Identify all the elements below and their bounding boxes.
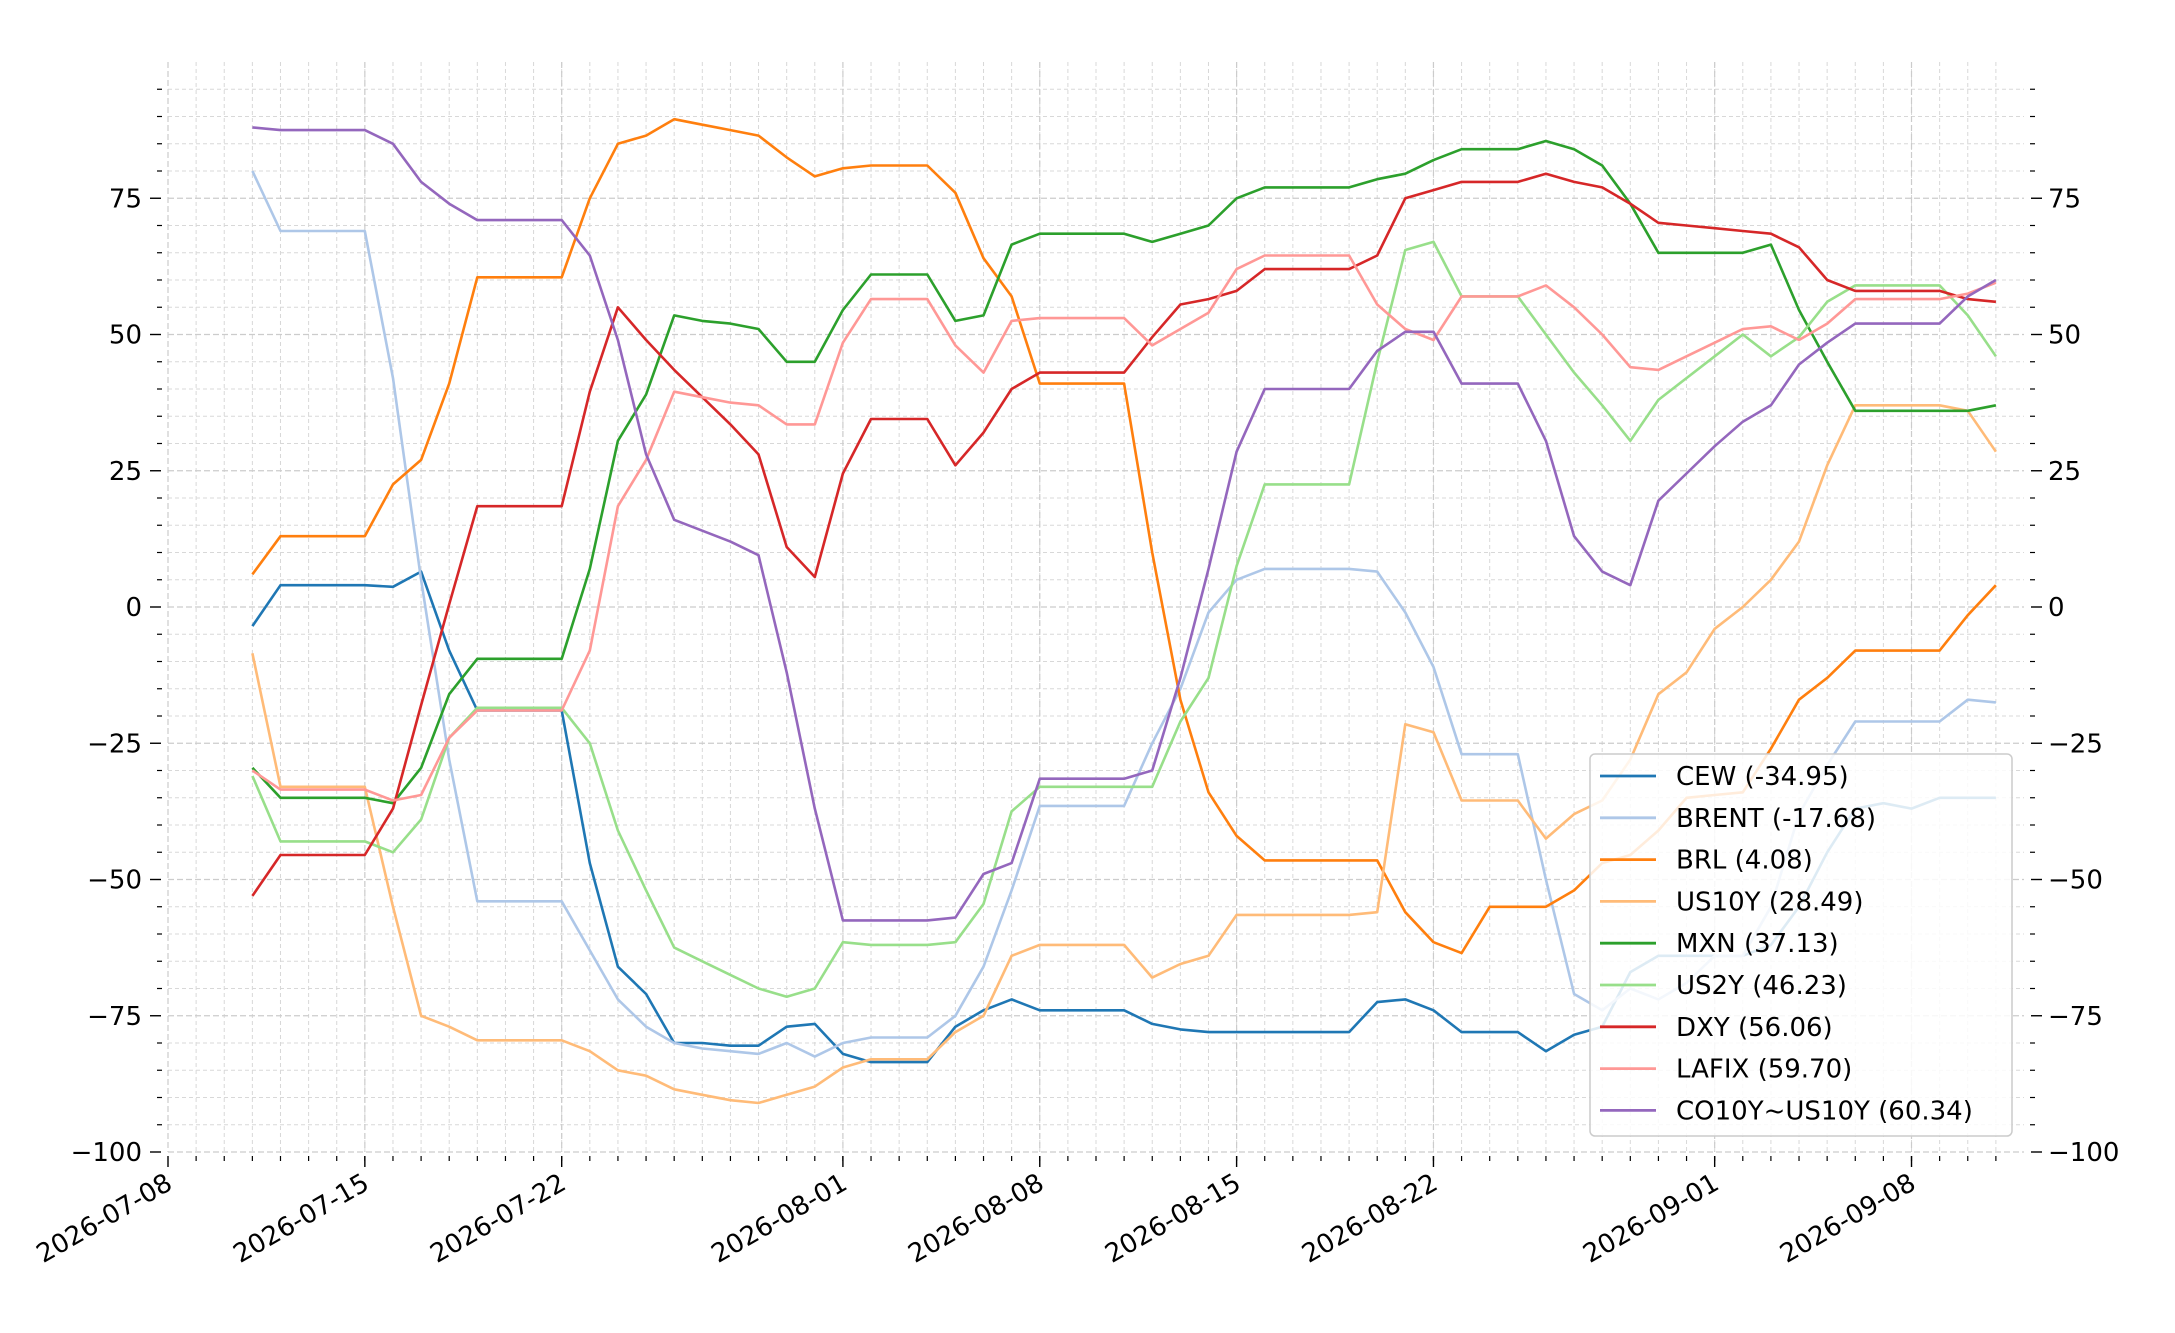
- series-line-7: [251, 254, 1997, 802]
- y-tick-label-right: 75: [2048, 184, 2081, 214]
- series-line-6: [251, 172, 1997, 897]
- series-line-8: [252, 126, 1997, 922]
- legend-label: US2Y (46.23): [1676, 971, 1847, 1001]
- y-tick-label-right: −50: [2048, 866, 2103, 896]
- legend-label: LAFIX (59.70): [1676, 1055, 1852, 1085]
- x-tick-label: 2026-07-15: [228, 1168, 374, 1270]
- legend-label: DXY (56.06): [1676, 1013, 1833, 1043]
- x-tick-label: 2026-09-01: [1578, 1168, 1724, 1270]
- x-tick-label: 2026-08-15: [1100, 1168, 1246, 1270]
- y-tick-label-right: −25: [2048, 729, 2103, 759]
- x-tick-label: 2026-07-08: [32, 1168, 178, 1270]
- legend-label: BRL (4.08): [1676, 846, 1813, 876]
- legend: CEW (-34.95) BRENT (-17.68) BRL (4.08) US10…: [1589, 753, 2013, 1137]
- series-line-3: [251, 403, 1997, 1105]
- y-tick-label-left: −50: [87, 866, 142, 896]
- x-tick-label: 2026-08-01: [707, 1168, 853, 1270]
- legend-label: CEW (-34.95): [1676, 762, 1849, 792]
- legend-label: US10Y (28.49): [1676, 887, 1863, 917]
- y-tick-label-right: 50: [2048, 321, 2081, 351]
- y-tick-label-left: −100: [71, 1138, 142, 1168]
- y-tick-label-left: −75: [87, 1002, 142, 1032]
- x-tick-label: 2026-08-08: [903, 1168, 1049, 1270]
- y-tick-label-left: 50: [109, 321, 142, 351]
- y-tick-label-left: −25: [87, 729, 142, 759]
- x-tick-label: 2026-07-22: [425, 1168, 571, 1270]
- series-line-5: [251, 240, 1997, 999]
- legend-label: BRENT (-17.68): [1676, 804, 1876, 834]
- grid: [167, 62, 2024, 1153]
- series-line-4: [251, 139, 1997, 805]
- y-tick-label-left: 0: [125, 593, 142, 623]
- y-tick-label-right: −100: [2048, 1138, 2119, 1168]
- x-tick-label: 2026-09-08: [1775, 1168, 1921, 1270]
- legend-box: [1589, 753, 2013, 1137]
- y-tick-label-right: 0: [2048, 593, 2065, 623]
- y-tick-label-right: −75: [2048, 1002, 2103, 1032]
- y-tick-label-right: 25: [2048, 457, 2081, 487]
- y-tick-label-left: 25: [109, 457, 142, 487]
- legend-label: MXN (37.13): [1676, 929, 1839, 959]
- y-tick-label-left: 75: [109, 184, 142, 214]
- x-tick-label: 2026-08-22: [1297, 1168, 1443, 1270]
- legend-label: CO10Y~US10Y (60.34): [1676, 1096, 1973, 1126]
